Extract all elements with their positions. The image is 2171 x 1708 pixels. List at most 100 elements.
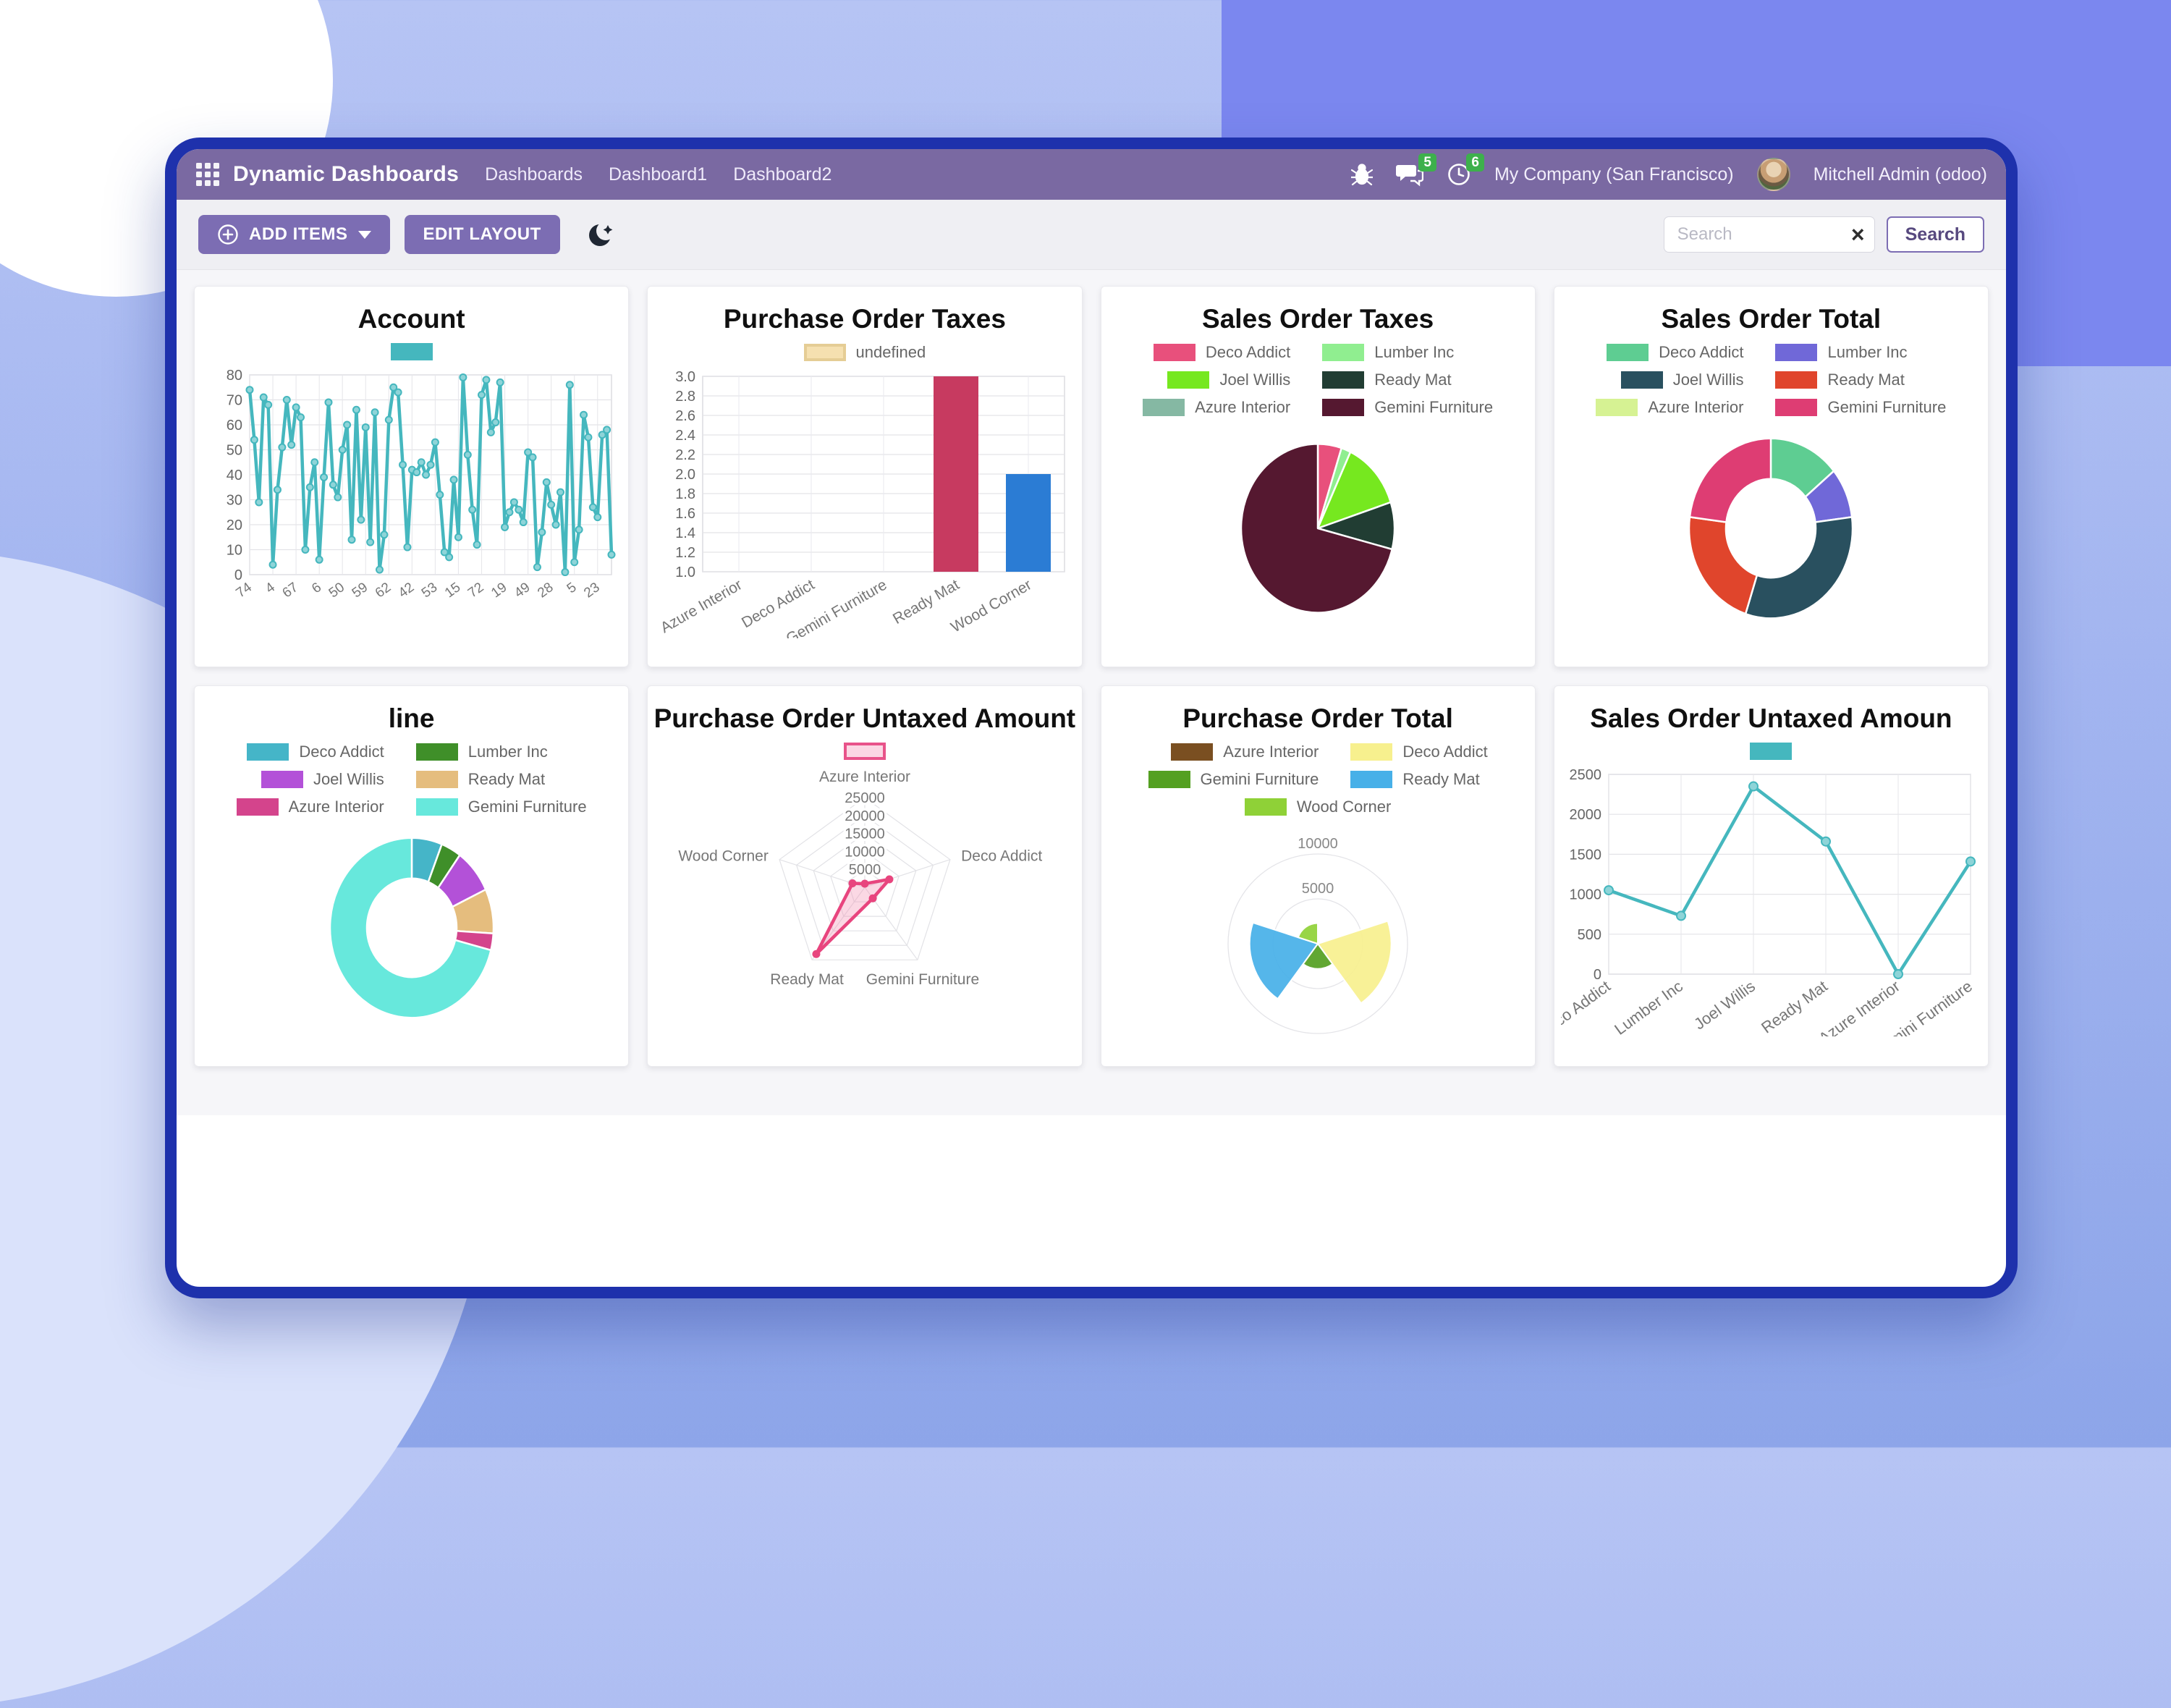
svg-text:Azure Interior: Azure Interior (1816, 977, 1904, 1036)
legend-item[interactable]: Azure Interior (236, 798, 384, 816)
legend-item[interactable]: Ready Mat (1322, 371, 1452, 389)
activities-clock-icon[interactable]: 6 (1447, 153, 1484, 187)
legend-label: Deco Addict (1402, 743, 1488, 761)
card-purchase-order-untaxed-amount[interactable]: Purchase Order Untaxed Amount 5000 10000 1… (647, 685, 1083, 1067)
legend-swatch (1322, 371, 1365, 389)
svg-text:49: 49 (512, 580, 533, 601)
pie-chart[interactable] (1108, 420, 1528, 640)
moon-icon (588, 221, 615, 246)
search-button[interactable]: Search (1886, 216, 1984, 253)
svg-text:3.0: 3.0 (675, 369, 695, 385)
chart-legend[interactable] (390, 343, 433, 360)
svg-text:1.4: 1.4 (675, 525, 695, 541)
chart-legend[interactable] (1750, 743, 1793, 760)
messages-badge: 5 (1418, 153, 1436, 172)
legend-swatch (1148, 771, 1190, 788)
legend-swatch (247, 743, 289, 761)
legend-swatch (261, 771, 303, 788)
legend-item[interactable]: Azure Interior (1171, 743, 1319, 761)
chart-legend[interactable]: Azure Interior Deco Addict Gemini Furnit… (1148, 743, 1488, 816)
svg-text:5: 5 (564, 580, 579, 596)
svg-text:19: 19 (488, 580, 509, 601)
legend-item[interactable]: Deco Addict (247, 743, 384, 761)
legend-item[interactable] (390, 343, 433, 360)
legend-item[interactable]: undefined (803, 343, 926, 362)
card-line[interactable]: line Deco Addict Lumber Inc Joel Willis … (194, 685, 630, 1067)
legend-swatch (1775, 399, 1818, 416)
card-purchase-order-taxes[interactable]: Purchase Order Taxes undefined 1.0 1.2 1.4… (647, 286, 1083, 667)
card-sales-order-taxes[interactable]: Sales Order Taxes Deco Addict Lumber Inc… (1100, 286, 1536, 667)
legend-item[interactable]: Gemini Furniture (415, 798, 587, 816)
radar-chart[interactable]: 5000 10000 15000 20000 25000 Azure Interior De… (655, 763, 1075, 995)
chart-legend[interactable]: Deco Addict Lumber Inc Joel Willis Ready… (236, 743, 587, 816)
svg-text:20000: 20000 (845, 808, 885, 824)
legend-item[interactable]: Ready Mat (415, 770, 546, 789)
legend-label: Wood Corner (1296, 798, 1392, 816)
messages-icon[interactable]: 5 (1395, 153, 1436, 187)
svg-text:10000: 10000 (845, 844, 885, 860)
chart-legend[interactable]: undefined (803, 343, 926, 362)
legend-swatch (1775, 344, 1818, 361)
user-menu[interactable]: Mitchell Admin (odoo) (1813, 164, 1987, 185)
legend-item[interactable]: Deco Addict (1350, 743, 1488, 761)
legend-item[interactable]: Deco Addict (1607, 343, 1743, 362)
legend-label: Ready Mat (1402, 770, 1480, 788)
legend-item[interactable] (1750, 743, 1793, 760)
legend-item[interactable]: Ready Mat (1350, 770, 1480, 789)
legend-item[interactable] (843, 743, 886, 760)
doughnut-chart[interactable] (1561, 420, 1981, 640)
legend-swatch (1350, 743, 1393, 761)
dashboard-content: Account 0 10 20 30 40 50 60 70 80 74 4 67 6 50 59 62 42 5… (177, 270, 2006, 1115)
legend-label: Gemini Furniture (1200, 770, 1319, 788)
chart-legend[interactable] (843, 743, 886, 760)
chart-legend[interactable]: Deco Addict Lumber Inc Joel Willis Ready… (1596, 343, 1946, 417)
edit-layout-button[interactable]: EDIT LAYOUT (404, 215, 560, 254)
search-input[interactable] (1663, 216, 1875, 253)
user-avatar[interactable] (1756, 158, 1790, 191)
app-brand[interactable]: Dynamic Dashboards (233, 162, 460, 186)
legend-item[interactable]: Joel Willis (1167, 371, 1290, 389)
svg-text:10000: 10000 (1298, 836, 1338, 852)
legend-item[interactable]: Joel Willis (1620, 371, 1743, 389)
doughnut-chart[interactable] (202, 819, 622, 1040)
bar-chart[interactable]: 1.0 1.2 1.4 1.6 1.8 2.0 2.2 2.4 2.6 2.8 3.0 Azure I… (655, 365, 1075, 648)
legend-item[interactable]: Azure Interior (1143, 398, 1290, 417)
legend-item[interactable]: Gemini Furniture (1148, 770, 1319, 789)
legend-item[interactable]: Lumber Inc (1322, 343, 1454, 362)
company-switcher[interactable]: My Company (San Francisco) (1494, 164, 1734, 185)
dark-mode-toggle[interactable] (582, 219, 621, 250)
legend-item[interactable]: Lumber Inc (1775, 343, 1908, 362)
card-sales-order-total[interactable]: Sales Order Total Deco Addict Lumber Inc… (1553, 286, 1989, 667)
legend-item[interactable]: Azure Interior (1596, 398, 1743, 417)
bug-icon[interactable] (1350, 163, 1373, 186)
chart-title: Sales Order Total (1661, 304, 1882, 334)
legend-label: Azure Interior (1223, 743, 1319, 761)
apps-grid-icon[interactable] (195, 162, 220, 187)
card-sales-order-untaxed-amount[interactable]: Sales Order Untaxed Amoun 0 500 1000 1500 20… (1553, 685, 1989, 1067)
card-purchase-order-total[interactable]: Purchase Order Total Azure Interior Deco… (1100, 685, 1536, 1067)
nav-item-dashboard1[interactable]: Dashboard1 (608, 164, 708, 185)
legend-item[interactable]: Gemini Furniture (1322, 398, 1493, 417)
svg-text:25000: 25000 (845, 790, 885, 806)
legend-item[interactable]: Ready Mat (1775, 371, 1905, 389)
legend-item[interactable]: Deco Addict (1153, 343, 1291, 362)
legend-label: Deco Addict (1205, 343, 1291, 361)
svg-text:500: 500 (1578, 927, 1601, 943)
svg-text:70: 70 (226, 393, 242, 409)
legend-item[interactable]: Lumber Inc (415, 743, 548, 761)
search-clear-icon[interactable]: × (1850, 221, 1865, 248)
legend-item[interactable]: Joel Willis (261, 770, 384, 789)
nav-item-dashboards[interactable]: Dashboards (485, 164, 583, 185)
chart-legend[interactable]: Deco Addict Lumber Inc Joel Willis Ready… (1143, 343, 1493, 417)
line-chart[interactable]: 0 500 1000 1500 2000 2500 Deco Addict Lumber In… (1554, 763, 1981, 1061)
card-account[interactable]: Account 0 10 20 30 40 50 60 70 80 74 4 67 6 50 59 62 42 5… (194, 286, 630, 667)
add-items-button[interactable]: ADD ITEMS (198, 215, 390, 254)
nav-item-dashboard2[interactable]: Dashboard2 (733, 164, 832, 185)
legend-label: Ready Mat (467, 770, 546, 788)
legend-swatch (1143, 399, 1185, 416)
svg-text:Joel Willis: Joel Willis (1691, 977, 1759, 1033)
legend-item[interactable]: Gemini Furniture (1775, 398, 1946, 417)
line-chart[interactable]: 0 10 20 30 40 50 60 70 80 74 4 67 6 50 59 62 42 53 15 72 19 4… (202, 363, 622, 640)
polar-area-chart[interactable]: 5000 10000 (1108, 819, 1528, 1052)
legend-item[interactable]: Wood Corner (1244, 798, 1392, 816)
